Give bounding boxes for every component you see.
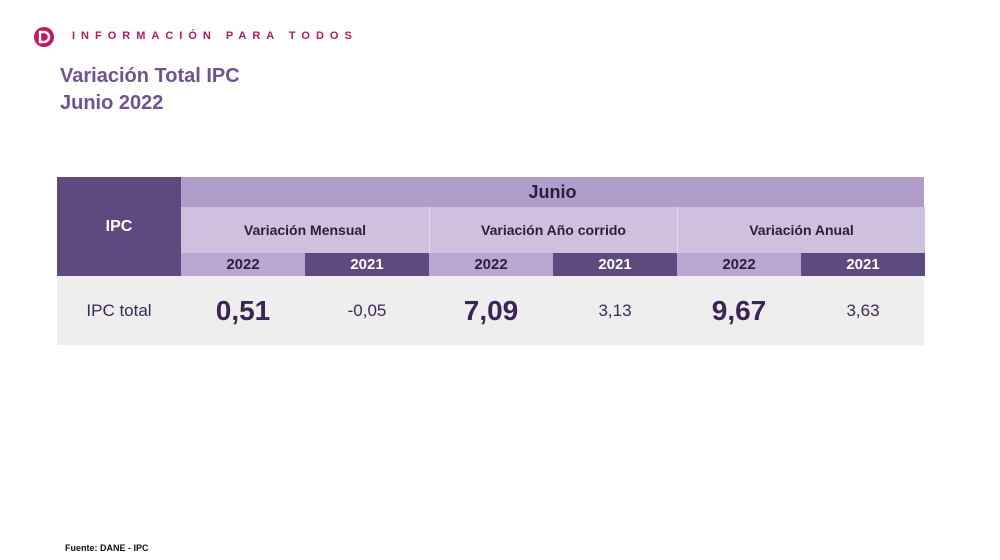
value-cell: 3,63: [846, 300, 880, 320]
year-header: 2021: [801, 253, 925, 276]
row-background: [57, 276, 924, 345]
corner-header: IPC: [57, 177, 181, 276]
year-header: 2022: [677, 253, 801, 276]
group-header: Variación Mensual: [181, 207, 429, 253]
group-header: Variación Anual: [677, 207, 925, 253]
value-cell: -0,05: [347, 300, 387, 320]
row-label: IPC total: [86, 300, 152, 320]
year-header: 2022: [429, 253, 553, 276]
value-cell: 0,51: [215, 294, 271, 326]
year-header: 2022: [181, 253, 305, 276]
year-header: 2021: [305, 253, 429, 276]
period-header: Junio: [181, 177, 924, 207]
year-header: 2021: [553, 253, 677, 276]
value-cell: 3,13: [598, 300, 632, 320]
tagline: INFORMACIÓN PARA TODOS: [72, 30, 358, 42]
title-line: Variación Total IPC: [60, 65, 240, 87]
value-cell: 7,09: [463, 294, 519, 326]
title-line: Junio 2022: [60, 92, 164, 114]
group-header: Variación Año corrido: [429, 207, 677, 253]
source-note: Fuente: DANE - IPC: [65, 543, 149, 553]
value-cell: 9,67: [711, 294, 767, 326]
logo: [34, 27, 54, 47]
